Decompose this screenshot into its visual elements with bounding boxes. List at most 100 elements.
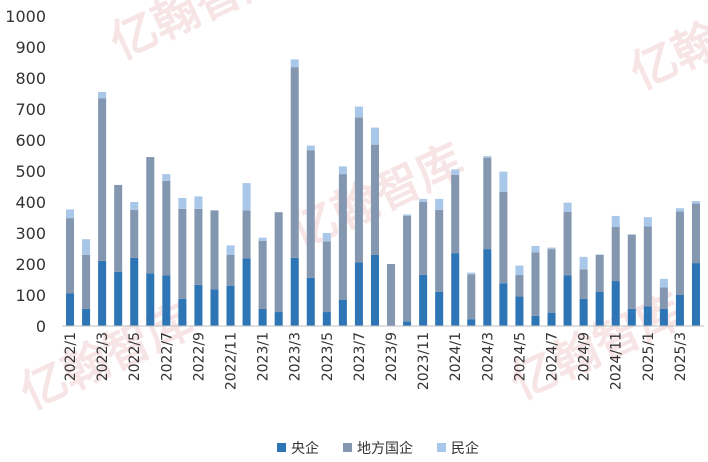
bar-2022-11-series-0	[226, 285, 235, 326]
x-tick-label-2022-1: 2022/1	[63, 332, 79, 381]
bar-2022-5-series-1	[130, 209, 139, 258]
bar-2024-9-series-2	[579, 256, 588, 270]
bar-2024-8-series-0	[563, 275, 572, 326]
bar-2023-11-series-0	[419, 274, 428, 326]
bar-2024-11-series-0	[611, 281, 620, 326]
bar-2023-1-series-0	[258, 308, 267, 326]
bar-2024-9-series-1	[579, 269, 588, 299]
bar-2025-2-series-2	[659, 278, 668, 288]
x-tick-label-2022-9: 2022/9	[191, 332, 207, 381]
x-tick-label-2024-7: 2024/7	[545, 332, 561, 381]
legend: 央企 地方国企 民企	[277, 440, 479, 457]
bar-2024-2-series-0	[467, 319, 476, 326]
bar-2024-8-series-1	[563, 211, 572, 276]
bar-2024-12-series-0	[627, 308, 636, 326]
x-axis: 2022/1 2022/3 2022/5 2022/7 2022/9 2022/11 202…	[63, 332, 689, 390]
bar-2023-2-series-1	[274, 212, 283, 313]
bar-2023-12-series-0	[435, 291, 444, 326]
bar-2022-12-series-2	[242, 183, 251, 211]
bar-2023-5-series-1	[322, 241, 331, 313]
bar-2024-7-series-0	[547, 312, 556, 326]
bar-2023-7-series-0	[354, 262, 363, 326]
bar-2024-4-series-0	[499, 283, 508, 326]
x-tick-label-2023-7: 2023/7	[352, 332, 368, 381]
bar-2022-5-series-2	[130, 202, 139, 210]
watermark-logo-1: 亿翰智库	[622, 0, 708, 100]
bar-2022-3-series-1	[98, 98, 107, 261]
bar-2025-1-series-0	[643, 306, 652, 326]
legend-label-0: 央企	[291, 440, 319, 457]
y-tick-label-900: 900	[15, 38, 46, 57]
y-tick-label-600: 600	[15, 131, 46, 150]
bar-2024-4-series-1	[499, 191, 508, 284]
bar-2022-6-series-0	[146, 273, 155, 326]
bar-2024-6-series-0	[531, 315, 540, 326]
bar-2022-7-series-1	[162, 180, 171, 276]
bar-2023-12-series-1	[435, 209, 444, 292]
legend-swatch-2	[437, 443, 446, 452]
bar-2024-12-series-1	[627, 234, 636, 309]
bar-2022-2-series-0	[82, 308, 91, 326]
x-tick-label-2022-3: 2022/3	[95, 332, 111, 381]
bar-2024-5-series-1	[515, 274, 524, 297]
bar-2022-10-series-1	[210, 210, 219, 290]
y-tick-label-800: 800	[15, 69, 46, 88]
bar-2022-3-series-0	[98, 260, 107, 326]
bar-2024-10-series-0	[595, 291, 604, 326]
bar-2025-3-series-1	[675, 211, 684, 295]
bar-2022-1-series-1	[66, 218, 75, 294]
bar-2022-9-series-0	[194, 284, 203, 326]
x-tick-label-2024-1: 2024/1	[448, 332, 464, 381]
bar-2023-10-series-2	[403, 214, 412, 216]
bars	[66, 59, 700, 326]
bar-2023-6-series-0	[338, 299, 347, 326]
x-tick-label-2023-9: 2023/9	[384, 332, 400, 381]
bar-2023-11-series-2	[419, 198, 428, 202]
bar-2024-1-series-0	[451, 253, 460, 326]
bar-2022-8-series-0	[178, 298, 187, 326]
bar-2023-5-series-0	[322, 312, 331, 326]
y-tick-label-0: 0	[36, 317, 46, 336]
bar-2023-10-series-1	[403, 215, 412, 322]
bar-2022-4-series-0	[114, 271, 123, 326]
bar-2023-11-series-1	[419, 202, 428, 275]
bar-2023-4-series-0	[306, 277, 315, 326]
bar-2024-11-series-2	[611, 215, 620, 227]
y-tick-label-100: 100	[15, 286, 46, 305]
bar-2023-8-series-1	[370, 144, 379, 255]
y-tick-label-300: 300	[15, 224, 46, 243]
bar-2024-6-series-2	[531, 246, 540, 253]
bar-2023-7-series-1	[354, 117, 363, 263]
bar-2025-3-series-2	[675, 208, 684, 212]
bar-2025-4-series-0	[691, 263, 700, 326]
bar-2025-4-series-2	[691, 201, 700, 204]
bar-2023-3-series-1	[290, 67, 299, 258]
bar-2023-7-series-2	[354, 106, 363, 118]
bar-2024-6-series-1	[531, 252, 540, 316]
bar-2025-2-series-1	[659, 287, 668, 309]
bar-2024-4-series-2	[499, 171, 508, 192]
bar-2022-5-series-0	[130, 257, 139, 326]
bar-2024-10-series-1	[595, 254, 604, 292]
bar-2023-1-series-2	[258, 237, 267, 241]
x-tick-label-2022-11: 2022/11	[224, 332, 240, 390]
bar-2025-1-series-2	[643, 217, 652, 227]
bar-2022-9-series-1	[194, 208, 203, 285]
bar-2025-1-series-1	[643, 226, 652, 307]
bar-2023-6-series-1	[338, 174, 347, 300]
bar-2024-9-series-0	[579, 298, 588, 326]
x-tick-label-2025-3: 2025/3	[673, 332, 689, 381]
bar-2024-7-series-2	[547, 247, 556, 250]
bar-2022-12-series-1	[242, 210, 251, 259]
y-tick-label-700: 700	[15, 100, 46, 119]
bar-2025-4-series-1	[691, 203, 700, 264]
bar-2024-1-series-1	[451, 174, 460, 254]
bar-2023-8-series-0	[370, 254, 379, 326]
bar-2024-3-series-0	[483, 249, 492, 326]
bar-2022-2-series-2	[82, 239, 91, 255]
x-tick-label-2023-3: 2023/3	[288, 332, 304, 381]
bar-2024-1-series-2	[451, 169, 460, 175]
bar-2022-3-series-2	[98, 91, 107, 99]
legend-label-2: 民企	[451, 440, 479, 457]
